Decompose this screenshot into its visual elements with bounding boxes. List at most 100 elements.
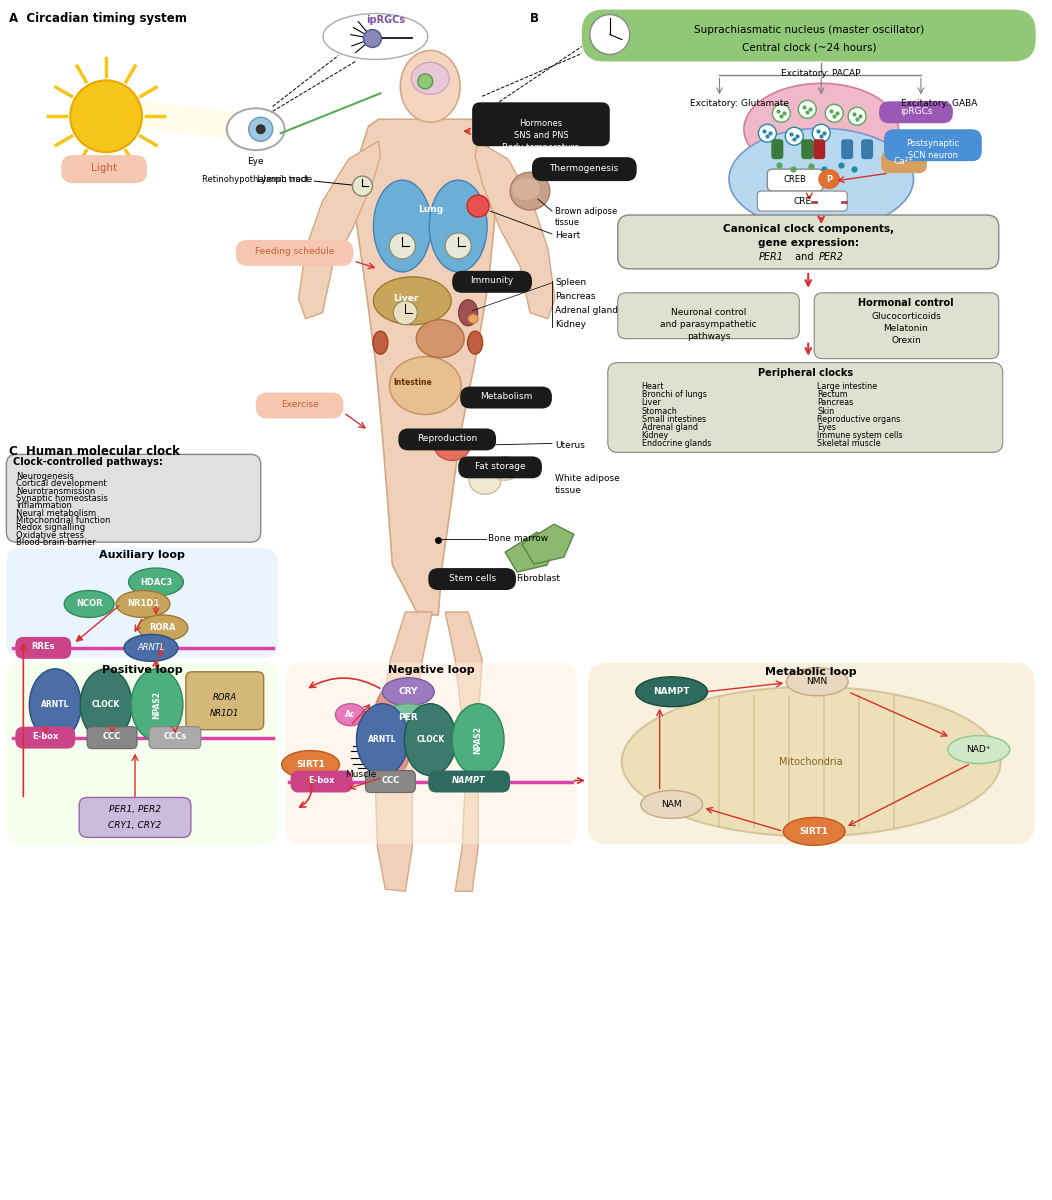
Text: P: P	[826, 175, 832, 184]
Text: Cortical development: Cortical development	[17, 479, 107, 488]
Text: Spleen: Spleen	[554, 278, 586, 287]
FancyBboxPatch shape	[16, 637, 72, 659]
Text: Hormones: Hormones	[520, 119, 563, 127]
Text: Exercise: Exercise	[281, 400, 319, 409]
Ellipse shape	[382, 703, 434, 732]
Text: Metabolic loop: Metabolic loop	[766, 667, 857, 677]
Text: Large intestine: Large intestine	[817, 382, 877, 391]
FancyBboxPatch shape	[802, 139, 813, 160]
Ellipse shape	[138, 614, 188, 641]
Text: Mitochondria: Mitochondria	[780, 756, 843, 767]
Text: CCC: CCC	[381, 776, 400, 785]
FancyBboxPatch shape	[6, 455, 261, 542]
Text: Ca²⁺: Ca²⁺	[894, 157, 914, 166]
Text: NR1D1: NR1D1	[127, 600, 159, 608]
Ellipse shape	[468, 331, 483, 354]
Text: A  Circadian timing system: A Circadian timing system	[9, 12, 187, 24]
Text: Liver: Liver	[642, 398, 662, 408]
FancyBboxPatch shape	[256, 392, 344, 419]
Ellipse shape	[116, 590, 170, 618]
Ellipse shape	[510, 172, 550, 210]
Circle shape	[758, 125, 776, 143]
FancyBboxPatch shape	[884, 130, 982, 161]
FancyBboxPatch shape	[87, 727, 137, 749]
Text: Pancreas: Pancreas	[554, 293, 595, 301]
Text: Skeletal muscle: Skeletal muscle	[817, 439, 881, 449]
Text: SIRT1: SIRT1	[296, 760, 325, 769]
Ellipse shape	[417, 319, 464, 358]
FancyBboxPatch shape	[61, 155, 147, 184]
Text: CCC: CCC	[103, 732, 121, 742]
Text: NAD⁺: NAD⁺	[967, 745, 991, 754]
Text: Kidney: Kidney	[642, 431, 669, 440]
Text: Reproductive organs: Reproductive organs	[817, 415, 901, 424]
Ellipse shape	[373, 180, 431, 272]
FancyBboxPatch shape	[813, 139, 825, 160]
FancyBboxPatch shape	[771, 139, 784, 160]
Ellipse shape	[323, 13, 428, 60]
Text: Fat storage: Fat storage	[474, 462, 525, 470]
Circle shape	[590, 14, 630, 54]
Text: Eyes: Eyes	[817, 422, 836, 432]
Text: CLOCK: CLOCK	[92, 701, 120, 709]
Polygon shape	[522, 524, 574, 564]
Text: PER1: PER1	[758, 252, 784, 262]
FancyBboxPatch shape	[6, 662, 278, 845]
Text: ipRGCs: ipRGCs	[899, 107, 932, 115]
Ellipse shape	[404, 703, 457, 775]
Ellipse shape	[70, 80, 142, 152]
FancyBboxPatch shape	[582, 10, 1035, 61]
Text: Bronchi of lungs: Bronchi of lungs	[642, 390, 707, 400]
Ellipse shape	[382, 678, 434, 706]
Text: NAMPT: NAMPT	[452, 776, 486, 785]
FancyBboxPatch shape	[428, 770, 510, 792]
Text: Heart: Heart	[642, 382, 664, 391]
Text: Retinohypothalamic tract: Retinohypothalamic tract	[202, 175, 309, 184]
Text: ipRGCs: ipRGCs	[366, 14, 405, 24]
Circle shape	[772, 104, 790, 122]
Ellipse shape	[467, 196, 489, 217]
Text: E-box: E-box	[32, 732, 59, 742]
Text: Ac: Ac	[345, 710, 356, 719]
Ellipse shape	[411, 62, 449, 95]
Text: Reproduction: Reproduction	[417, 434, 478, 443]
Text: ARNTL: ARNTL	[368, 736, 397, 744]
Text: Orexin: Orexin	[891, 336, 920, 346]
Text: Postsynaptic: Postsynaptic	[907, 139, 959, 148]
Text: NMN: NMN	[807, 677, 828, 686]
Text: C  Human molecular clock: C Human molecular clock	[9, 445, 180, 458]
Polygon shape	[376, 612, 432, 892]
Ellipse shape	[29, 668, 81, 740]
Text: CRY: CRY	[399, 688, 418, 696]
Ellipse shape	[469, 467, 501, 494]
Circle shape	[785, 127, 804, 145]
Text: CCCs: CCCs	[163, 732, 186, 742]
Ellipse shape	[80, 668, 133, 740]
Ellipse shape	[641, 791, 703, 818]
Ellipse shape	[389, 356, 461, 414]
FancyBboxPatch shape	[286, 662, 576, 845]
Polygon shape	[505, 532, 557, 572]
Circle shape	[389, 233, 416, 259]
Text: CLOCK: CLOCK	[417, 736, 444, 744]
Text: Canonical clock components,: Canonical clock components,	[723, 224, 894, 234]
Ellipse shape	[124, 635, 178, 661]
Ellipse shape	[418, 74, 432, 89]
Ellipse shape	[64, 590, 114, 618]
FancyBboxPatch shape	[618, 215, 998, 269]
Text: Redox signalling: Redox signalling	[17, 523, 85, 533]
Text: Excitatory: Glutamate: Excitatory: Glutamate	[689, 98, 789, 108]
Text: RORA: RORA	[213, 694, 237, 702]
Ellipse shape	[363, 30, 382, 48]
FancyBboxPatch shape	[842, 139, 853, 160]
Ellipse shape	[372, 331, 388, 354]
Circle shape	[445, 233, 471, 259]
Ellipse shape	[248, 118, 272, 142]
Ellipse shape	[468, 314, 478, 323]
FancyBboxPatch shape	[814, 293, 998, 359]
Text: Stem cells: Stem cells	[448, 574, 495, 582]
Ellipse shape	[491, 456, 519, 480]
Ellipse shape	[948, 736, 1010, 763]
Polygon shape	[299, 142, 381, 319]
Text: SIRT1: SIRT1	[800, 827, 829, 836]
